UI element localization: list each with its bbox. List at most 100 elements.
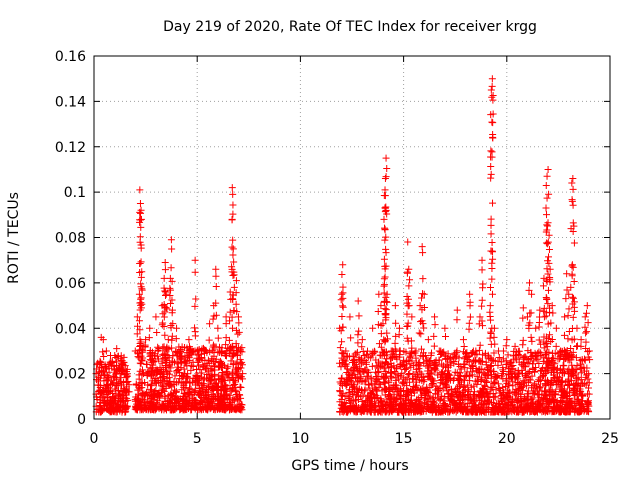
data-point <box>418 317 426 325</box>
y-tick-label: 0.12 <box>55 140 86 156</box>
data-points <box>92 75 594 416</box>
data-point <box>569 228 577 236</box>
data-point <box>494 399 502 407</box>
data-point <box>523 405 531 413</box>
data-point <box>502 342 510 350</box>
data-point <box>137 379 145 387</box>
data-point <box>473 380 481 388</box>
data-point <box>212 299 220 307</box>
data-point <box>139 399 147 407</box>
data-point <box>513 398 521 406</box>
data-point <box>359 391 367 399</box>
data-point <box>495 384 503 392</box>
data-point <box>204 390 212 398</box>
data-point <box>487 86 495 94</box>
data-point <box>113 406 121 414</box>
data-point <box>413 368 421 376</box>
data-point <box>487 170 495 178</box>
data-point <box>406 276 414 284</box>
data-point <box>343 352 351 360</box>
data-point <box>154 397 162 405</box>
data-point <box>483 378 491 386</box>
data-point <box>178 386 186 394</box>
data-point <box>549 397 557 405</box>
data-point <box>543 194 551 202</box>
data-point <box>581 323 589 331</box>
data-point <box>172 393 180 401</box>
data-point <box>488 82 496 90</box>
data-point <box>148 364 156 372</box>
data-point <box>471 351 479 359</box>
data-point <box>409 383 417 391</box>
data-point <box>167 390 175 398</box>
data-point <box>491 379 499 387</box>
data-point <box>460 360 468 368</box>
data-point <box>369 324 377 332</box>
data-point <box>509 395 517 403</box>
data-point <box>137 206 145 214</box>
data-point <box>155 390 163 398</box>
data-point <box>524 369 532 377</box>
data-point <box>532 363 540 371</box>
data-point <box>482 358 490 366</box>
data-point <box>162 361 170 369</box>
data-point <box>487 284 495 292</box>
data-point <box>359 348 367 356</box>
data-point <box>483 396 491 404</box>
data-point <box>544 238 552 246</box>
data-point <box>519 336 527 344</box>
data-point <box>478 302 486 310</box>
data-point <box>523 374 531 382</box>
data-point <box>107 351 115 359</box>
data-point <box>374 364 382 372</box>
data-point <box>223 370 231 378</box>
data-point <box>378 362 386 370</box>
data-point <box>568 293 576 301</box>
data-point <box>392 332 400 340</box>
data-point <box>535 323 543 331</box>
data-point <box>136 216 144 224</box>
data-point <box>539 399 547 407</box>
data-point <box>354 408 362 416</box>
data-point <box>229 404 237 412</box>
data-point <box>371 381 379 389</box>
data-point <box>219 396 227 404</box>
data-point <box>447 358 455 366</box>
data-point <box>224 371 232 379</box>
data-point <box>341 357 349 365</box>
plot-frame <box>93 55 611 420</box>
data-point <box>549 354 557 362</box>
data-point <box>548 335 556 343</box>
data-point <box>584 375 592 383</box>
data-point <box>447 393 455 401</box>
data-point <box>443 387 451 395</box>
data-point <box>479 280 487 288</box>
data-point <box>523 313 531 321</box>
data-point <box>487 230 495 238</box>
data-point <box>228 184 236 192</box>
data-point <box>414 373 422 381</box>
data-point <box>336 344 344 352</box>
data-point <box>152 402 160 410</box>
data-point <box>206 402 214 410</box>
data-point <box>573 324 581 332</box>
data-point <box>484 351 492 359</box>
data-point <box>570 294 577 302</box>
data-point <box>135 371 143 379</box>
data-point <box>546 265 554 273</box>
data-point <box>441 333 449 341</box>
data-point <box>451 401 459 409</box>
data-point <box>187 361 195 369</box>
data-point <box>218 386 226 394</box>
data-point <box>382 293 390 301</box>
data-point <box>473 408 481 416</box>
data-point <box>528 337 536 345</box>
data-point <box>407 387 415 395</box>
data-point <box>136 340 144 348</box>
data-point <box>525 324 533 332</box>
data-point <box>377 330 385 338</box>
data-point <box>460 355 468 363</box>
data-point <box>162 304 170 312</box>
data-point <box>564 335 572 343</box>
data-point <box>165 362 173 370</box>
